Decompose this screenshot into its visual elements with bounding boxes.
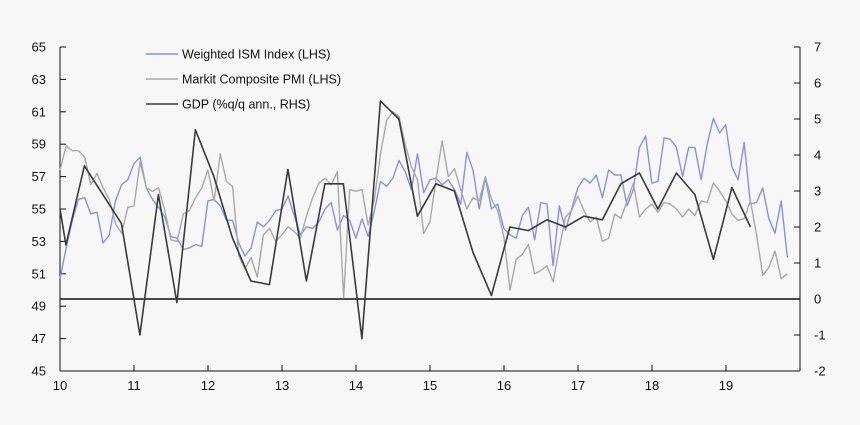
legend-label-1: Weighted ISM Index (LHS) <box>182 48 330 62</box>
left-tick-label: 57 <box>32 169 46 184</box>
right-tick-label: 5 <box>814 112 821 127</box>
series-line-3 <box>59 100 752 340</box>
legend: Weighted ISM Index (LHS) Markit Composite… <box>146 48 341 112</box>
x-tick-label: 11 <box>127 378 141 393</box>
left-tick-label: 63 <box>32 72 46 87</box>
right-tick-label: 2 <box>814 220 821 235</box>
x-tick-label: 10 <box>53 378 67 393</box>
x-tick-label: 13 <box>275 378 289 393</box>
x-tick-label: 18 <box>645 378 659 393</box>
right-tick-label: 0 <box>814 292 821 307</box>
left-tick-label: 49 <box>32 299 46 314</box>
legend-label-2: Markit Composite PMI (LHS) <box>182 73 341 87</box>
series-layer <box>59 100 789 340</box>
left-tick-label: 45 <box>32 364 46 379</box>
right-tick-label: 4 <box>814 148 821 163</box>
x-tick-label: 12 <box>201 378 215 393</box>
left-tick-label: 59 <box>32 137 46 152</box>
left-tick-label: 61 <box>32 104 46 119</box>
right-tick-label: 1 <box>814 256 821 271</box>
x-tick-label: 19 <box>719 378 733 393</box>
right-tick-label: 3 <box>814 184 821 199</box>
left-tick-label: 47 <box>32 331 46 346</box>
right-tick-label: 7 <box>814 40 821 55</box>
series-line-2 <box>59 111 788 299</box>
right-tick-label: -2 <box>814 364 826 379</box>
left-tick-label: 65 <box>32 40 46 55</box>
x-tick-label: 14 <box>349 378 363 393</box>
left-tick-label: 55 <box>32 202 46 217</box>
x-tick-label: 15 <box>423 378 437 393</box>
right-tick-label: -1 <box>814 328 826 343</box>
x-tick-label: 17 <box>571 378 585 393</box>
left-tick-label: 53 <box>32 234 46 249</box>
left-tick-label: 51 <box>32 266 46 281</box>
x-tick-label: 16 <box>497 378 511 393</box>
legend-label-3: GDP (%q/q ann., RHS) <box>182 98 310 112</box>
right-tick-label: 6 <box>814 76 821 91</box>
series-line-1 <box>59 117 789 279</box>
